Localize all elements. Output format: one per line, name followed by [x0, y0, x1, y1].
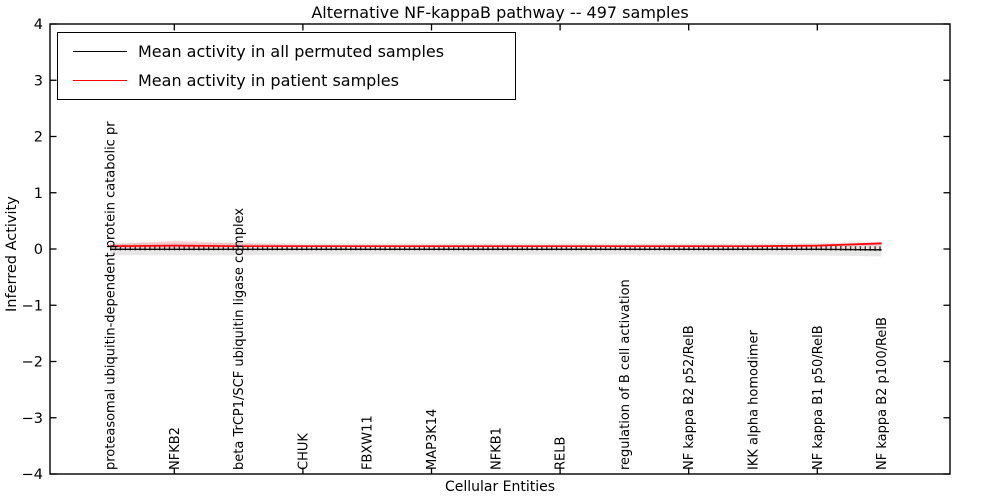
entity-label: NFKB2	[168, 427, 183, 470]
chart-title: Alternative NF-kappaB pathway -- 497 sam…	[311, 3, 689, 22]
entity-label: RELB	[554, 437, 569, 470]
legend-label-patient: Mean activity in patient samples	[138, 71, 399, 90]
y-tick-label: 3	[34, 73, 43, 89]
entity-label: NFKB1	[489, 427, 504, 470]
entity-label: NF kappa B2 p52/RelB	[682, 325, 697, 470]
y-axis-label: Inferred Activity	[4, 196, 20, 312]
red-line-swatch	[73, 80, 127, 81]
entity-label: FBXW11	[361, 415, 376, 470]
entity-label: proteasomal ubiquitin-dependent protein …	[104, 121, 119, 470]
y-tick-label: −4	[22, 467, 43, 483]
entity-label: NF kappa B2 p100/RelB	[875, 317, 890, 470]
y-tick-label: −1	[22, 298, 43, 314]
legend-label-permuted: Mean activity in all permuted samples	[138, 42, 445, 61]
legend-item-permuted: Mean activity in all permuted samples	[58, 37, 515, 66]
legend-item-patient: Mean activity in patient samples	[58, 66, 515, 95]
y-tick-label: 2	[34, 130, 43, 146]
x-axis-label: Cellular Entities	[444, 479, 556, 495]
y-tick-label: 1	[34, 186, 43, 202]
permuted-sample-markers	[110, 245, 882, 251]
permuted-mean-line	[110, 248, 882, 251]
entity-label: CHUK	[296, 433, 311, 470]
entity-label: NF kappa B1 p50/RelB	[811, 325, 826, 470]
entity-label: regulation of B cell activation	[618, 279, 633, 470]
entity-label: IKK alpha homodimer	[747, 329, 762, 470]
entity-label: MAP3K14	[425, 409, 440, 470]
y-tick-label: −3	[22, 411, 43, 427]
black-line-swatch	[73, 51, 127, 52]
patient-mean-line	[109, 242, 882, 248]
legend: Mean activity in all permuted samples Me…	[57, 32, 516, 100]
y-tick-label: 0	[34, 242, 43, 258]
entity-label: beta TrCP1/SCF ubiquitin ligase complex	[232, 208, 247, 470]
y-tick-label: −2	[22, 355, 43, 371]
y-tick-label: 4	[34, 17, 43, 33]
